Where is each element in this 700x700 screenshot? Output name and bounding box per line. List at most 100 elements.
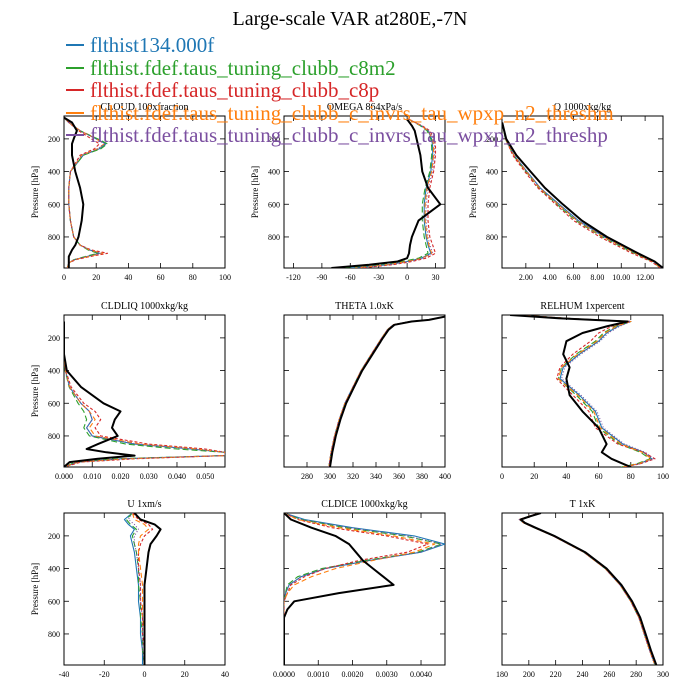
y-tick-label: 600: [48, 597, 60, 606]
series-line-4: [518, 513, 656, 665]
panel-frame: [283, 314, 446, 468]
x-tick-label: 100: [657, 472, 669, 481]
x-tick-label: 0.010: [83, 472, 101, 481]
x-tick-label: 0.0030: [376, 670, 398, 679]
series-line-6: [133, 513, 162, 665]
panel-frame: [63, 314, 226, 468]
x-tick-label: 340: [370, 472, 382, 481]
panel-title: T 1xK: [570, 499, 596, 510]
series-line-3: [359, 118, 437, 268]
x-tick-label: 280: [630, 670, 642, 679]
y-tick-label: 800: [48, 432, 60, 441]
series-line-4: [354, 118, 435, 268]
series-line-2: [502, 122, 661, 268]
series-line-3: [131, 513, 154, 665]
series-line-6: [502, 122, 663, 268]
y-tick-label: 200: [486, 135, 498, 144]
y-tick-label: 400: [268, 168, 280, 177]
y-axis-label: Pressure [hPa]: [30, 365, 40, 417]
series-line-5: [64, 321, 225, 467]
series-line-5: [502, 122, 663, 268]
y-tick-label: 200: [268, 135, 280, 144]
series-line-1: [518, 513, 656, 665]
x-tick-label: 60: [595, 472, 603, 481]
series-line-1: [284, 513, 445, 665]
series-line-4: [328, 316, 445, 467]
series-line-5: [127, 513, 146, 665]
series-line-2: [284, 513, 443, 665]
x-tick-label: 180: [496, 670, 508, 679]
x-tick-label: 80: [189, 273, 197, 282]
x-tick-label: 20: [92, 273, 100, 282]
x-tick-label: 10.00: [612, 273, 630, 282]
series-line-5: [64, 117, 105, 268]
y-tick-label: 800: [48, 630, 60, 639]
x-tick-label: 30: [432, 273, 440, 282]
x-tick-label: 100: [219, 273, 231, 282]
panel-title: THETA 1.0xK: [335, 301, 394, 312]
panel-4: CLDLIQ 1000xkg/kg 0.000 0.010 0.020 0.030 0.0…: [30, 301, 226, 481]
x-tick-label: 400: [439, 472, 451, 481]
panel-1: CLOUD 100xfraction 0 20 40 60 80 100 200 400 600 8…: [30, 102, 231, 282]
panel-title: OMEGA 864xPa/s: [327, 102, 402, 113]
y-tick-label: 600: [48, 399, 60, 408]
x-tick-label: 0: [143, 670, 147, 679]
y-tick-label: 400: [48, 168, 60, 177]
series-line-2: [518, 513, 656, 665]
series-line-6: [331, 118, 442, 268]
panel-frame: [283, 115, 446, 269]
y-tick-label: 400: [48, 565, 60, 574]
series-group: [328, 315, 445, 467]
y-tick-label: 600: [486, 200, 498, 209]
y-tick-label: 200: [48, 135, 60, 144]
x-tick-label: 0.0020: [342, 670, 364, 679]
x-tick-label: -120: [286, 273, 301, 282]
y-axis-label: Pressure [hPa]: [30, 166, 40, 218]
series-line-1: [64, 321, 225, 467]
panel-7: U 1xm/s -40 -20 0 20 40 200 400 600 800 Pressure […: [30, 499, 229, 679]
x-tick-label: 8.00: [590, 273, 604, 282]
x-tick-label: -20: [99, 670, 110, 679]
series-line-6: [329, 315, 445, 467]
y-tick-label: 600: [48, 200, 60, 209]
x-tick-label: 220: [550, 670, 562, 679]
x-tick-label: 0.000: [55, 472, 73, 481]
x-tick-label: 40: [124, 273, 132, 282]
series-line-5: [518, 315, 654, 467]
panel-6: RELHUM 1xpercent 0 20 40 60 80 100: [500, 301, 669, 481]
panel-2: OMEGA 864xPa/s -120 -90 -60 -30 0 30 200 400 600 8…: [250, 102, 446, 282]
y-tick-label: 800: [268, 233, 280, 242]
x-tick-label: 0: [62, 273, 66, 282]
series-line-2: [64, 117, 109, 268]
x-tick-label: 2.00: [519, 273, 533, 282]
y-axis-label: Pressure [hPa]: [468, 166, 478, 218]
panel-frame: [283, 512, 446, 666]
series-line-3: [518, 315, 656, 467]
panel-title: CLDICE 1000xkg/kg: [321, 499, 407, 510]
panel-frame: [63, 115, 226, 269]
series-line-1: [350, 118, 434, 268]
series-group: [331, 118, 442, 268]
series-line-1: [123, 513, 144, 665]
x-tick-label: -40: [59, 670, 70, 679]
y-tick-label: 800: [486, 233, 498, 242]
panel-8: CLDICE 1000xkg/kg 0.0000 0.0010 0.0020 0.003…: [273, 499, 446, 679]
series-line-5: [357, 118, 436, 268]
x-tick-label: 0: [500, 472, 504, 481]
x-tick-label: 4.00: [543, 273, 557, 282]
series-line-3: [518, 513, 656, 665]
series-line-3: [64, 117, 109, 268]
panel-frame: [501, 512, 664, 666]
x-tick-label: 20: [530, 472, 538, 481]
x-tick-label: 0.0000: [273, 670, 295, 679]
x-tick-label: 80: [627, 472, 635, 481]
panel-frame: [501, 314, 664, 468]
x-tick-label: 280: [301, 472, 313, 481]
panel-3: Q 1000xkg/kg 2.00 4.00 6.00 8.00 10.00 12.00 20…: [468, 102, 664, 282]
x-tick-label: 0.030: [140, 472, 158, 481]
y-tick-label: 400: [48, 367, 60, 376]
x-tick-label: 0.020: [111, 472, 129, 481]
series-group: [502, 122, 663, 268]
x-tick-label: 20: [181, 670, 189, 679]
